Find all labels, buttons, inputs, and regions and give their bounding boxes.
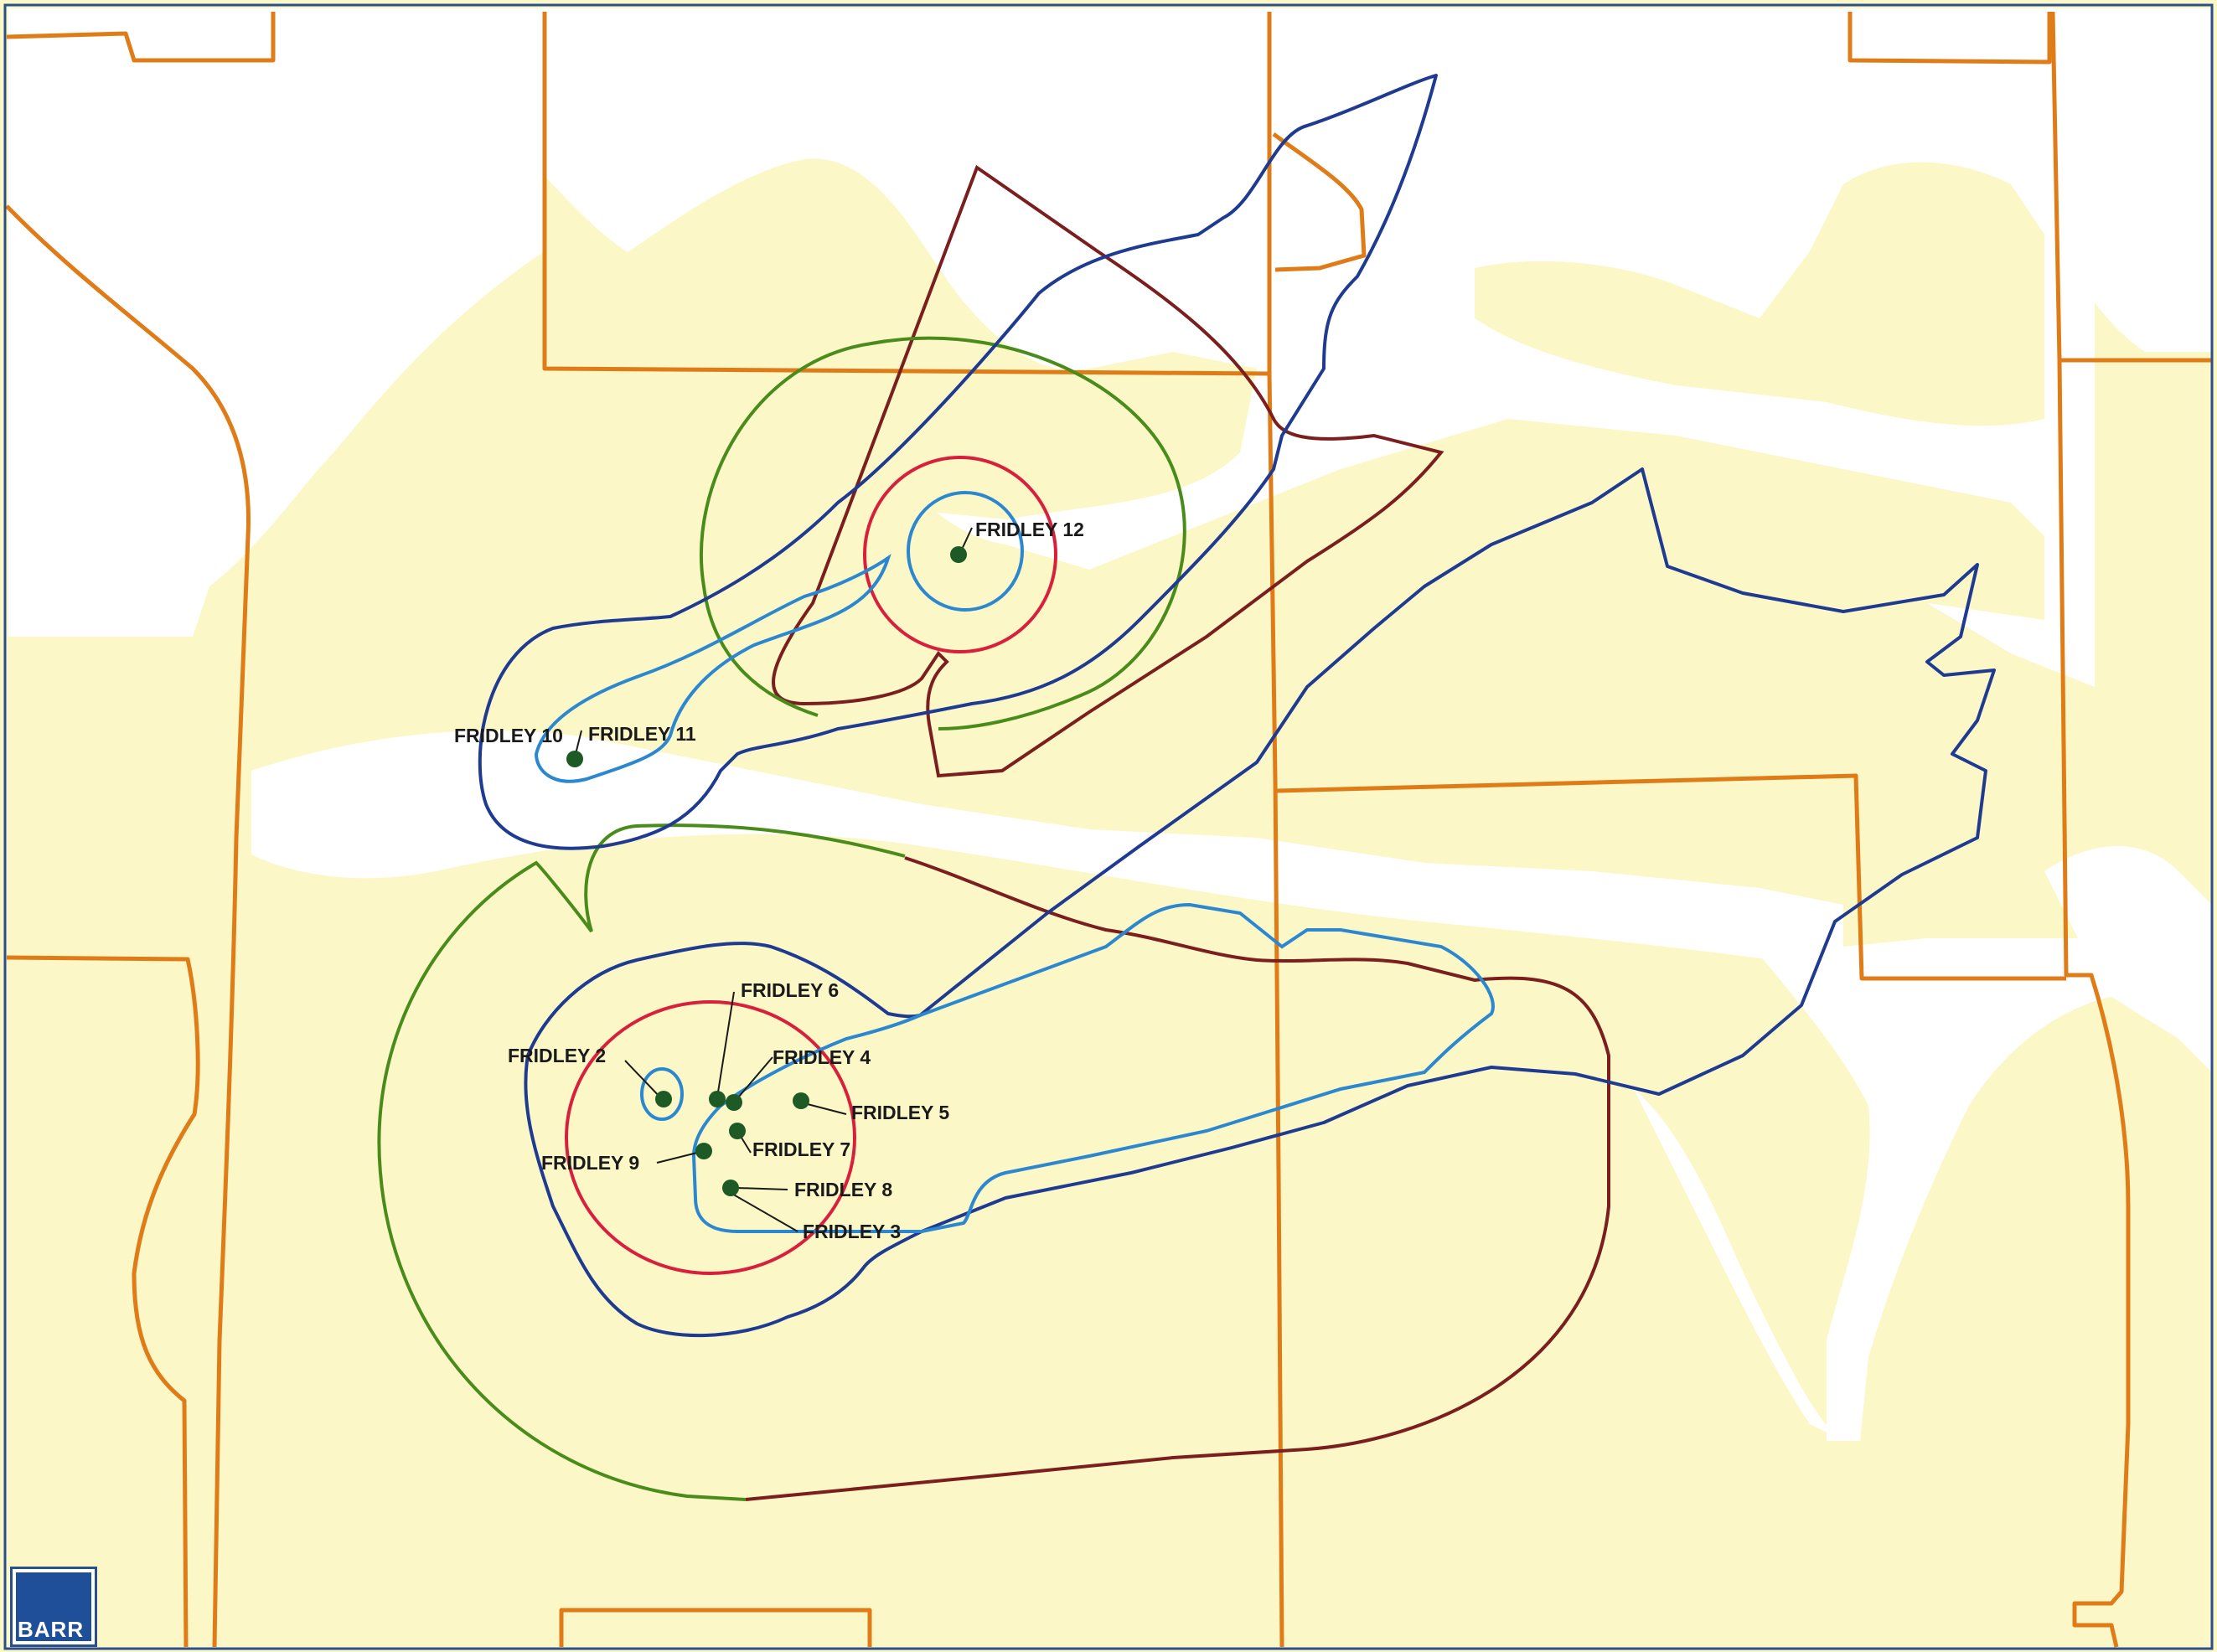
label-fridley-3: FRIDLEY 3 [803, 1221, 901, 1242]
label-fridley-10: FRIDLEY 10 [454, 725, 563, 746]
map-frame [3, 3, 2214, 1650]
label-fridley-2: FRIDLEY 2 [508, 1045, 606, 1066]
section-lines [5, 11, 2212, 1648]
barr-logo-text: BARR [18, 1617, 85, 1642]
red-ring-south [565, 1000, 856, 1275]
leader-fridley-4 [733, 1056, 773, 1103]
section-line-2 [5, 204, 251, 1648]
open-area-upper-right [2044, 8, 2212, 352]
well-fridley-8[interactable] [722, 1180, 739, 1196]
capture-zone-dark-blue-east [524, 467, 1996, 1338]
label-fridley-11: FRIDLEY 11 [588, 723, 696, 745]
section-line-8 [2057, 359, 2131, 1648]
well-fridley-7[interactable] [729, 1123, 746, 1139]
well-fridley-2[interactable] [655, 1091, 672, 1107]
open-area-northwest [8, 8, 2095, 687]
capture-zone-dark-blue [478, 74, 1438, 850]
label-fridley-8: FRIDLEY 8 [794, 1179, 892, 1200]
well-fridley-4[interactable] [726, 1094, 742, 1111]
land-patches [553, 158, 2044, 620]
leader-lines [574, 527, 973, 1232]
label-fridley-5: FRIDLEY 5 [851, 1102, 949, 1123]
barr-logo-fill [16, 1572, 91, 1641]
land-patch-northeast [1475, 162, 2044, 426]
leader-fridley-2 [624, 1060, 663, 1100]
open-area-east [1760, 938, 2212, 1441]
land-patch-mid-east [1341, 419, 2044, 620]
light-blue-ring-well-2 [640, 1067, 684, 1121]
section-line-3 [542, 12, 1270, 376]
light-blue-ring-north [907, 491, 1024, 612]
section-line-4 [1267, 12, 1284, 1648]
capture-zone-maroon-lower [745, 856, 1610, 1501]
capture-zone-light-blue-north [534, 553, 891, 783]
section-line-11 [559, 1608, 872, 1647]
well-fridley-9[interactable] [695, 1143, 712, 1159]
open-area-east-lower [1634, 1089, 1843, 1441]
label-fridley-12: FRIDLEY 12 [975, 519, 1084, 540]
red-ring-north [863, 456, 1057, 653]
open-area-far-east-pocket [2044, 846, 2212, 989]
capture-zone-maroon-upper [772, 164, 1444, 778]
leader-fridley-6 [716, 991, 735, 1098]
well-labels: FRIDLEY 12 FRIDLEY 10 FRIDLEY 11 FRIDLEY… [454, 519, 1084, 1242]
label-fridley-9: FRIDLEY 9 [541, 1152, 639, 1174]
green-ring-north [699, 336, 1186, 730]
label-fridley-7: FRIDLEY 7 [752, 1138, 850, 1160]
green-ring-south [377, 823, 906, 1501]
leader-fridley-3 [730, 1192, 798, 1232]
section-line-1 [6, 12, 276, 63]
open-area-center-band [251, 730, 1843, 972]
open-areas [8, 8, 2212, 1441]
open-area-west-top [8, 8, 545, 637]
section-line-9 [1274, 773, 2066, 981]
well-markers [566, 546, 967, 1196]
label-fridley-4: FRIDLEY 4 [773, 1046, 871, 1068]
leader-fridley-8 [736, 1187, 788, 1190]
barr-logo: BARR [10, 1567, 97, 1647]
label-fridley-6: FRIDLEY 6 [741, 979, 839, 1001]
section-line-10 [6, 955, 200, 1648]
section-line-5 [1272, 132, 1367, 272]
capture-zone-light-blue-south [691, 902, 1495, 1234]
zone-circles-red [565, 456, 1057, 1275]
well-fridley-10[interactable] [566, 751, 583, 767]
well-fridley-6[interactable] [709, 1091, 726, 1107]
well-fridley-12[interactable] [950, 546, 967, 563]
section-line-6 [1848, 12, 2052, 65]
zone-circles-green [377, 336, 1186, 1501]
well-fridley-5[interactable] [793, 1092, 809, 1109]
